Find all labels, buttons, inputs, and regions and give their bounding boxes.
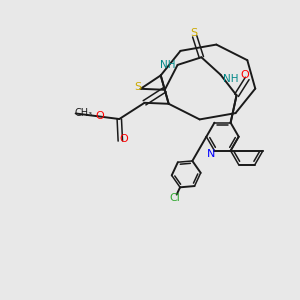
Text: Cl: Cl <box>169 193 180 203</box>
Text: NH: NH <box>223 74 238 84</box>
Text: O: O <box>241 70 250 80</box>
Text: CH₃: CH₃ <box>75 109 93 118</box>
Text: O: O <box>95 111 104 121</box>
Text: S: S <box>190 28 197 38</box>
Text: N: N <box>207 149 216 159</box>
Text: O: O <box>119 134 128 144</box>
Text: S: S <box>134 82 141 92</box>
Text: NH: NH <box>160 60 176 70</box>
